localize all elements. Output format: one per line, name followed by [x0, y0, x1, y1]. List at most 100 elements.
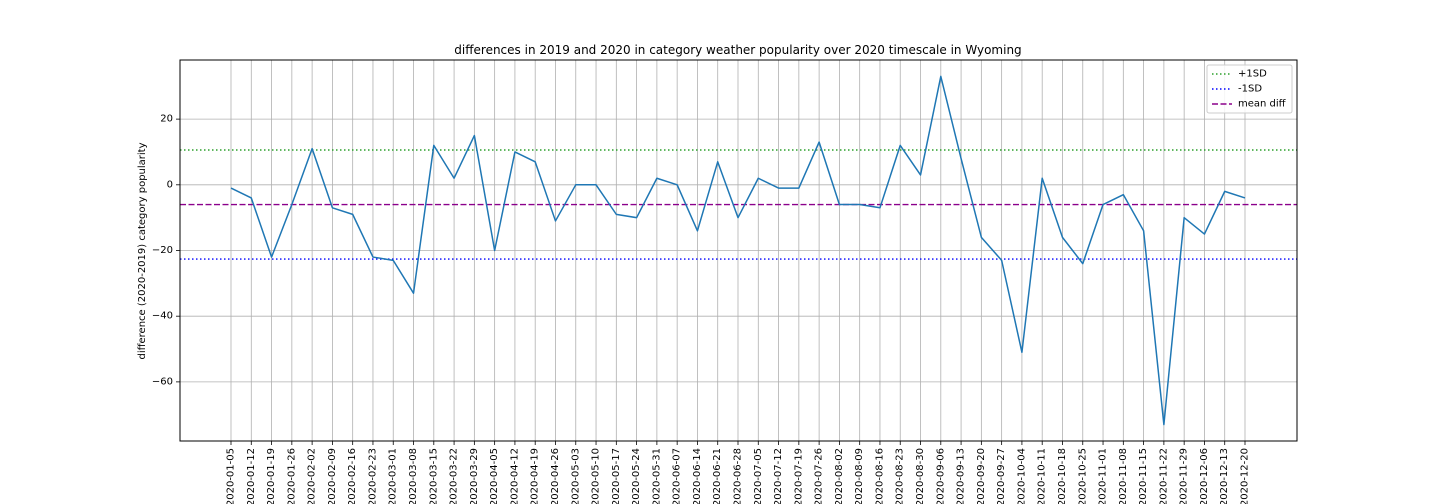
- series-line: [230, 75, 1246, 426]
- data-point: [1102, 204, 1104, 206]
- x-tick-label: 2020-06-14: [692, 448, 703, 504]
- data-point: [696, 230, 698, 232]
- axes: 2020-01-05 2020-01-12 2020-01-19 2020-01-26…: [152, 59, 1298, 504]
- x-tick-label: 2020-08-09: [854, 448, 865, 504]
- x-tick-label: 2020-11-22: [1158, 448, 1169, 504]
- x-tick-label: 2020-03-08: [408, 448, 419, 504]
- x-tick-label: 2020-10-18: [1057, 448, 1068, 504]
- x-tick-label: 2020-09-27: [996, 448, 1007, 504]
- x-tick-label: 2020-08-30: [915, 448, 926, 504]
- legend-label: -1SD: [1238, 84, 1262, 95]
- data-point: [1183, 217, 1185, 219]
- data-point: [392, 259, 394, 261]
- data-point: [575, 184, 577, 186]
- y-tick-label: −20: [152, 245, 173, 256]
- x-tick-label: 2020-06-07: [672, 448, 683, 504]
- data-point: [250, 197, 252, 199]
- x-tick-label: 2020-03-29: [469, 448, 480, 504]
- x-tick-label: 2020-07-05: [753, 448, 764, 504]
- x-tick-label: 2020-04-05: [489, 448, 500, 504]
- data-point: [331, 207, 333, 209]
- data-point: [879, 207, 881, 209]
- data-point: [737, 217, 739, 219]
- data-point: [473, 135, 475, 137]
- data-point: [1203, 233, 1205, 235]
- data-point: [798, 187, 800, 189]
- data-point: [1021, 351, 1023, 353]
- data-point: [1244, 197, 1246, 199]
- data-point: [1143, 230, 1145, 232]
- data-point: [757, 177, 759, 179]
- data-point: [676, 184, 678, 186]
- x-tick-label: 2020-11-01: [1098, 448, 1109, 504]
- chart-title: differences in 2019 and 2020 in category…: [454, 43, 1021, 57]
- data-point: [940, 75, 942, 77]
- x-tick-label: 2020-12-06: [1199, 448, 1210, 504]
- x-tick-label: 2020-10-04: [1016, 448, 1027, 504]
- data-point: [352, 213, 354, 215]
- x-tick-label: 2020-04-19: [530, 448, 541, 504]
- data-point: [1082, 263, 1084, 265]
- x-tick-label: 2020-02-02: [307, 448, 318, 504]
- x-tick-label: 2020-09-20: [976, 448, 987, 504]
- x-tick-label: 2020-12-13: [1219, 448, 1230, 504]
- legend: +1SD -1SD mean diff: [1206, 64, 1293, 114]
- x-tick-label: 2020-03-15: [428, 448, 439, 504]
- x-tick-label: 2020-05-24: [631, 448, 642, 504]
- data-point: [960, 158, 962, 160]
- data-point: [595, 184, 597, 186]
- data-point: [717, 161, 719, 163]
- data-point: [534, 161, 536, 163]
- x-tick-label: 2020-11-15: [1138, 448, 1149, 504]
- y-tick-label: 20: [160, 114, 173, 125]
- data-point: [372, 256, 374, 258]
- data-point: [1122, 194, 1124, 196]
- x-tick-label: 2020-08-23: [895, 448, 906, 504]
- data-point: [656, 177, 658, 179]
- y-tick-label: 0: [167, 179, 173, 190]
- data-point: [1041, 177, 1043, 179]
- data-point: [838, 204, 840, 206]
- x-tick-label: 2020-03-22: [449, 448, 460, 504]
- data-point: [433, 144, 435, 146]
- x-tick-label: 2020-05-10: [591, 448, 602, 504]
- x-tick-label: 2020-04-12: [509, 448, 520, 504]
- x-tick-label: 2020-07-12: [773, 448, 784, 504]
- x-tick-label: 2020-11-29: [1179, 448, 1190, 504]
- x-tick-label: 2020-04-26: [550, 448, 561, 504]
- y-tick-label: −60: [152, 376, 173, 387]
- x-tick-label: 2020-07-26: [814, 448, 825, 504]
- x-tick-label: 2020-08-16: [874, 448, 885, 504]
- data-point: [899, 144, 901, 146]
- data-point: [615, 213, 617, 215]
- x-tick-label: 2020-02-16: [347, 448, 358, 504]
- data-point: [980, 236, 982, 238]
- x-tick-label: 2020-01-12: [246, 448, 257, 504]
- legend-box: [1206, 64, 1293, 114]
- data-point: [859, 204, 861, 206]
- x-tick-label: 2020-02-09: [327, 448, 338, 504]
- data-point: [311, 148, 313, 150]
- x-tick-label: 2020-01-26: [286, 448, 297, 504]
- data-point: [554, 220, 556, 222]
- x-tick-label: 2020-09-13: [956, 448, 967, 504]
- data-point: [1163, 424, 1165, 426]
- x-tick-label: 2020-10-25: [1077, 448, 1088, 504]
- x-tick-label: 2020-11-08: [1118, 448, 1129, 504]
- plot-frame: [179, 59, 1298, 442]
- data-point: [1001, 259, 1003, 261]
- data-point: [453, 177, 455, 179]
- data-point: [1224, 190, 1226, 192]
- data-point: [291, 204, 293, 206]
- series-layer: [230, 75, 1246, 426]
- reference-lines: [180, 149, 1297, 260]
- y-tick-label: −40: [152, 311, 173, 322]
- data-point: [1061, 236, 1063, 238]
- x-tick-label: 2020-06-28: [733, 448, 744, 504]
- data-point: [413, 292, 415, 294]
- legend-label: +1SD: [1238, 69, 1267, 80]
- data-point: [494, 250, 496, 252]
- x-tick-label: 2020-07-19: [793, 448, 804, 504]
- x-tick-label: 2020-03-01: [388, 448, 399, 504]
- x-tick-label: 2020-09-06: [935, 448, 946, 504]
